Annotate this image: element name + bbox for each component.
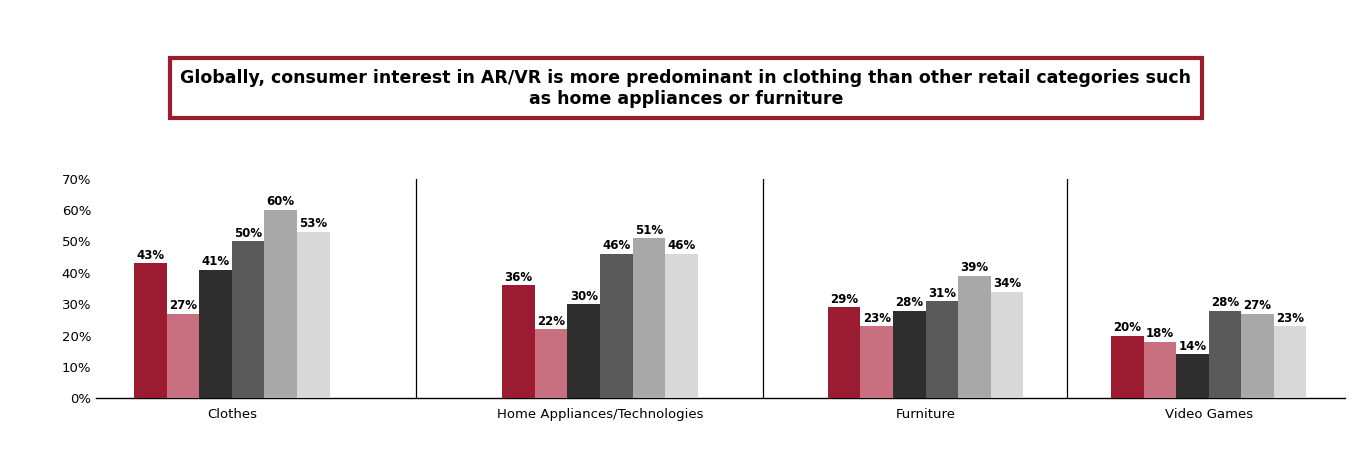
- Bar: [1209, 311, 1242, 398]
- Bar: [232, 241, 265, 398]
- Bar: [134, 263, 167, 398]
- Text: Globally, consumer interest in AR/VR is more predominant in clothing than other : Globally, consumer interest in AR/VR is …: [181, 69, 1191, 108]
- Text: 31%: 31%: [927, 287, 956, 300]
- Bar: [665, 254, 697, 398]
- Text: 27%: 27%: [1243, 299, 1272, 312]
- Bar: [1242, 314, 1273, 398]
- Text: 23%: 23%: [1276, 311, 1303, 325]
- Text: 46%: 46%: [667, 240, 696, 252]
- Bar: [1176, 354, 1209, 398]
- Bar: [1273, 326, 1306, 398]
- Bar: [199, 270, 232, 398]
- Bar: [167, 314, 199, 398]
- Bar: [535, 329, 568, 398]
- Text: 23%: 23%: [863, 311, 890, 325]
- Text: 41%: 41%: [202, 255, 229, 268]
- Bar: [298, 232, 329, 398]
- Text: 27%: 27%: [169, 299, 198, 312]
- Text: 39%: 39%: [960, 262, 988, 274]
- Bar: [502, 285, 535, 398]
- Bar: [991, 292, 1024, 398]
- Text: 36%: 36%: [505, 271, 532, 284]
- Text: 22%: 22%: [538, 315, 565, 328]
- Text: 18%: 18%: [1146, 327, 1174, 340]
- Bar: [1143, 342, 1176, 398]
- Bar: [860, 326, 893, 398]
- Text: 51%: 51%: [635, 224, 663, 237]
- Bar: [568, 304, 600, 398]
- Text: 30%: 30%: [569, 289, 598, 303]
- Text: 43%: 43%: [136, 249, 165, 262]
- Text: 34%: 34%: [993, 277, 1021, 290]
- Bar: [632, 238, 665, 398]
- Text: 20%: 20%: [1113, 321, 1142, 334]
- Text: 53%: 53%: [299, 218, 328, 230]
- Text: 46%: 46%: [602, 240, 630, 252]
- Bar: [827, 307, 860, 398]
- Text: 28%: 28%: [1211, 296, 1239, 309]
- Text: 14%: 14%: [1179, 340, 1206, 353]
- Text: 60%: 60%: [266, 196, 295, 208]
- Bar: [1111, 336, 1143, 398]
- Text: 28%: 28%: [895, 296, 923, 309]
- Bar: [926, 301, 958, 398]
- Bar: [265, 210, 298, 398]
- Bar: [600, 254, 632, 398]
- Text: 50%: 50%: [235, 227, 262, 240]
- Bar: [958, 276, 991, 398]
- Text: 29%: 29%: [830, 293, 859, 306]
- Bar: [893, 311, 926, 398]
